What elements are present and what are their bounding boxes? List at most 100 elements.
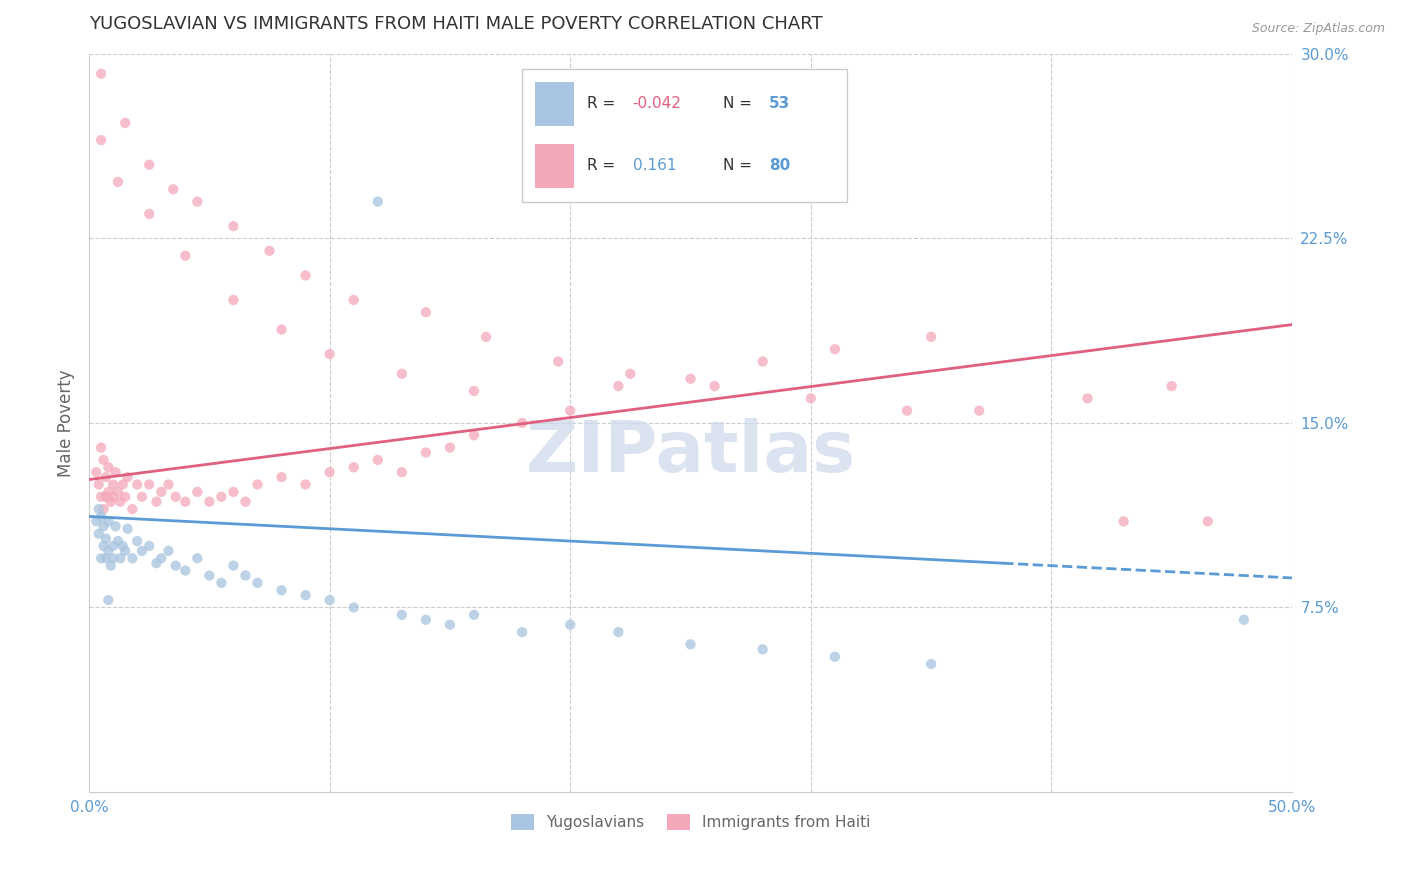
Point <box>93 502 115 516</box>
Point <box>1197 515 1219 529</box>
Point <box>415 305 437 319</box>
Point <box>246 477 269 491</box>
Point <box>391 465 413 479</box>
Y-axis label: Male Poverty: Male Poverty <box>58 369 75 477</box>
Text: ZIPatlas: ZIPatlas <box>526 418 856 487</box>
Point <box>294 477 316 491</box>
Point <box>127 534 149 549</box>
Point <box>209 575 232 590</box>
Point <box>751 354 773 368</box>
Point <box>896 403 918 417</box>
Point <box>162 182 184 196</box>
Point <box>222 558 245 573</box>
Point <box>101 490 124 504</box>
Point <box>318 465 340 479</box>
Point <box>967 403 990 417</box>
Point <box>920 657 942 671</box>
Point <box>679 637 702 651</box>
Point <box>100 558 122 573</box>
Point <box>145 556 167 570</box>
Point <box>920 330 942 344</box>
Point <box>246 575 269 590</box>
Point <box>131 490 153 504</box>
Point <box>101 551 124 566</box>
Point <box>104 465 127 479</box>
Point <box>391 367 413 381</box>
Point <box>209 490 232 504</box>
Point <box>111 477 134 491</box>
Point <box>157 477 180 491</box>
Point <box>198 494 221 508</box>
Point <box>1160 379 1182 393</box>
Point <box>619 367 641 381</box>
Point <box>110 494 132 508</box>
Point <box>138 477 160 491</box>
Point <box>510 625 533 640</box>
Point <box>270 583 292 598</box>
Point <box>145 494 167 508</box>
Point <box>121 502 143 516</box>
Point <box>222 219 245 234</box>
Point <box>101 477 124 491</box>
Text: Source: ZipAtlas.com: Source: ZipAtlas.com <box>1251 22 1385 36</box>
Point <box>165 490 187 504</box>
Point <box>138 158 160 172</box>
Point <box>104 519 127 533</box>
Point <box>607 379 630 393</box>
Point <box>97 544 120 558</box>
Point <box>107 534 129 549</box>
Point <box>110 551 132 566</box>
Point <box>343 600 366 615</box>
Point <box>475 330 498 344</box>
Point <box>114 490 136 504</box>
Point <box>318 347 340 361</box>
Point <box>90 441 112 455</box>
Point <box>107 175 129 189</box>
Point <box>270 470 292 484</box>
Text: YUGOSLAVIAN VS IMMIGRANTS FROM HAITI MALE POVERTY CORRELATION CHART: YUGOSLAVIAN VS IMMIGRANTS FROM HAITI MAL… <box>89 15 823 33</box>
Point <box>90 551 112 566</box>
Point <box>100 494 122 508</box>
Point <box>560 403 582 417</box>
Point <box>94 532 117 546</box>
Point <box>800 392 823 406</box>
Point <box>186 194 208 209</box>
Point <box>150 484 173 499</box>
Point <box>270 322 292 336</box>
Point <box>415 445 437 459</box>
Point <box>87 502 110 516</box>
Point <box>117 522 139 536</box>
Point <box>174 494 197 508</box>
Point <box>97 460 120 475</box>
Point <box>235 568 257 582</box>
Point <box>131 544 153 558</box>
Point <box>222 484 245 499</box>
Point <box>198 568 221 582</box>
Point <box>318 593 340 607</box>
Point <box>1076 392 1098 406</box>
Point <box>463 428 485 442</box>
Point <box>222 293 245 307</box>
Point <box>415 613 437 627</box>
Point <box>90 509 112 524</box>
Point <box>114 116 136 130</box>
Point <box>751 642 773 657</box>
Point <box>259 244 281 258</box>
Point <box>97 515 120 529</box>
Point <box>560 617 582 632</box>
Point <box>107 484 129 499</box>
Point <box>90 490 112 504</box>
Point <box>165 558 187 573</box>
Point <box>1233 613 1256 627</box>
Point <box>90 67 112 81</box>
Point <box>186 551 208 566</box>
Point <box>97 484 120 499</box>
Point <box>1112 515 1135 529</box>
Point <box>235 494 257 508</box>
Point <box>84 515 107 529</box>
Point <box>463 384 485 398</box>
Point <box>87 526 110 541</box>
Point <box>547 354 569 368</box>
Point <box>87 477 110 491</box>
Point <box>703 379 725 393</box>
